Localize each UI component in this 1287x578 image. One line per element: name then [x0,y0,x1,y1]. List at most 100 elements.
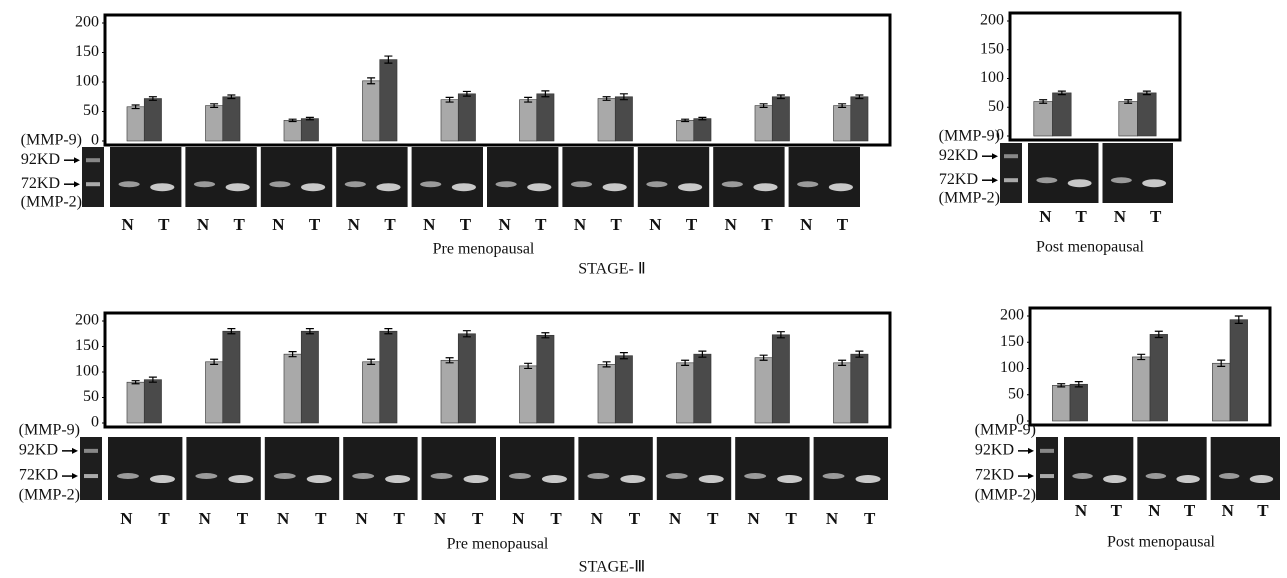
plot-frame [1028,306,1272,427]
lane-label: N [199,509,212,528]
stage-label: STAGE-Ⅲ [579,559,646,576]
error-bar [1154,330,1163,339]
error-bar [759,354,768,361]
bar [693,353,712,424]
gel-band [376,183,401,192]
y-tick-label: 0 [91,414,99,431]
lane-label: T [234,215,246,234]
gel-lane [637,147,710,207]
bar [1118,101,1138,137]
bar [771,96,790,142]
error-bar [759,103,768,108]
gel-band [301,183,326,192]
gel-band [744,473,767,480]
gel-label: (MMP-9) [19,422,80,439]
error-bar [1234,315,1243,324]
y-tick-label: 150 [1000,333,1024,350]
gel-band [451,183,476,192]
gel-band [86,182,100,187]
lane-label: N [1148,501,1161,520]
bar [143,98,162,142]
lane-label: N [272,215,285,234]
gel-band [86,158,100,163]
bar [222,96,241,142]
gel-band [495,181,517,188]
gel-lane [1064,437,1134,500]
error-bar [1217,359,1226,367]
y-tick-label: 50 [83,388,99,405]
gel-label: (MMP-9) [975,422,1036,439]
bar [614,355,633,424]
error-bar [148,376,157,383]
error-bar [367,358,376,365]
gel-label: (MMP-2) [21,194,82,211]
lane-label: N [1114,207,1127,226]
gel-band [463,475,489,484]
gel-band [430,473,453,480]
lane-label: T [535,215,547,234]
gel-band [646,181,668,188]
bar [1052,92,1072,137]
x-axis-label: Pre menopausal [447,536,549,553]
y-tick-label: 50 [988,98,1004,115]
arrow-head [74,181,80,188]
lane-label: N [1222,501,1235,520]
x-axis-label: Post menopausal [1036,239,1145,256]
y-tick-label: 50 [83,102,99,119]
gel-label: 92KD [975,442,1014,459]
gel-band [225,183,250,192]
gel-label: 92KD [21,151,60,168]
error-bar [1137,353,1146,361]
arrow-head [72,473,78,480]
gel-band [797,181,819,188]
y-tick-label: 0 [1016,412,1024,429]
bar [519,365,538,424]
gel-band [1004,178,1018,183]
bar [676,120,695,142]
gel-band [1040,474,1054,479]
gel-band [1004,154,1018,159]
gel-label: 92KD [939,147,978,164]
y-tick-label: 100 [75,363,99,380]
lane-label: N [574,215,587,234]
error-bar [524,362,533,370]
gel-band [84,474,98,479]
arrow-head [1028,473,1034,480]
bar [536,93,555,142]
bar [222,330,241,424]
error-bar [1057,383,1066,388]
y-tick-label: 200 [1000,307,1024,324]
error-bar [776,331,785,339]
gel-band [118,181,140,188]
lane-label: N [591,509,604,528]
error-bar [148,96,157,101]
error-bar [288,118,297,123]
error-bar [855,350,864,358]
error-bar [131,104,140,110]
bar [519,99,538,142]
lane-label: N [197,215,210,234]
y-tick-label: 100 [1000,359,1024,376]
error-bar [384,55,393,64]
gel-label: 72KD [19,467,58,484]
lane-label: N [121,215,134,234]
gel-marker-lane [82,147,104,207]
y-tick-label: 0 [91,132,99,149]
bar [597,98,616,142]
gel-band [1142,179,1167,188]
gel-lane [411,147,483,207]
lane-label: N [355,509,368,528]
bar [283,353,302,424]
gel-lane [487,147,559,207]
bar [850,353,869,424]
gel-band [269,181,291,188]
error-bar [524,96,533,103]
gel-band [193,181,216,188]
lane-label: N [434,509,447,528]
error-bar [462,90,471,97]
gel-lane [343,437,418,500]
y-tick-label: 50 [1008,385,1024,402]
stage-label: STAGE- Ⅱ [578,261,645,278]
gel-band [273,473,296,480]
bar [379,330,398,424]
